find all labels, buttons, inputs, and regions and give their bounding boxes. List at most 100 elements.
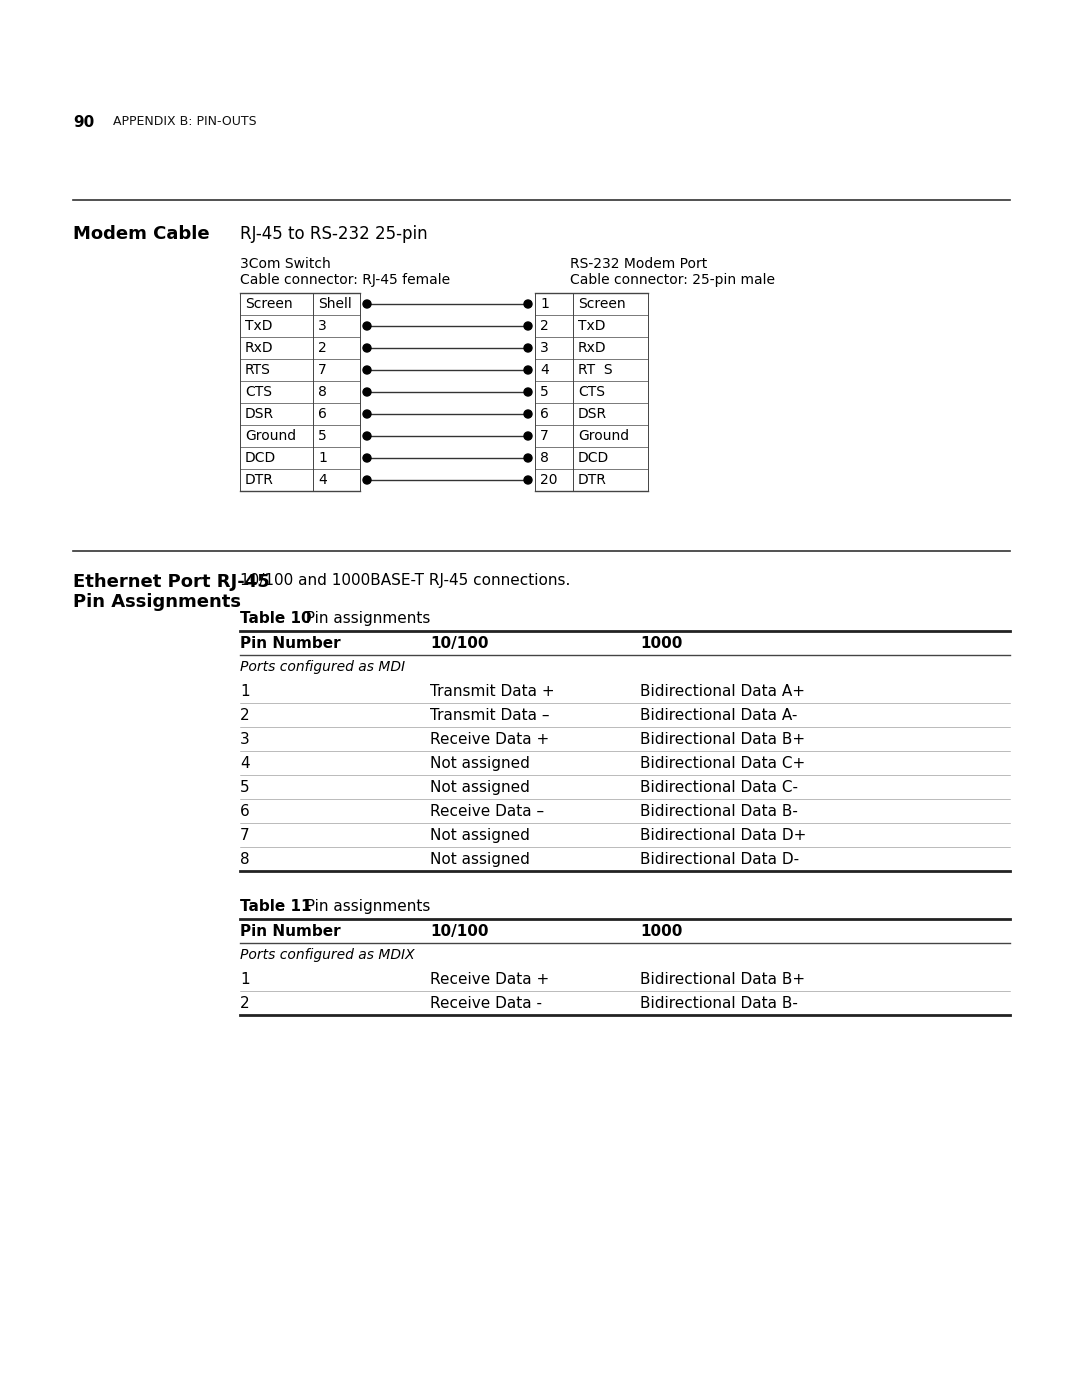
Circle shape — [524, 454, 532, 462]
Text: TxD: TxD — [578, 319, 606, 332]
Circle shape — [363, 366, 372, 374]
Text: Bidirectional Data B-: Bidirectional Data B- — [640, 805, 798, 819]
Text: 6: 6 — [540, 407, 549, 420]
Text: Bidirectional Data D+: Bidirectional Data D+ — [640, 828, 807, 842]
Text: 8: 8 — [318, 386, 327, 400]
Text: 90: 90 — [73, 115, 94, 130]
Circle shape — [363, 454, 372, 462]
Circle shape — [524, 321, 532, 330]
Text: Shell: Shell — [318, 298, 352, 312]
Circle shape — [363, 409, 372, 418]
Text: Receive Data -: Receive Data - — [430, 996, 542, 1011]
Text: TxD: TxD — [245, 319, 272, 332]
Text: Cable connector: 25-pin male: Cable connector: 25-pin male — [570, 272, 775, 286]
Text: 1: 1 — [540, 298, 549, 312]
Text: 2: 2 — [240, 996, 249, 1011]
Text: CTS: CTS — [578, 386, 605, 400]
Text: Bidirectional Data C-: Bidirectional Data C- — [640, 780, 798, 795]
Text: 6: 6 — [318, 407, 327, 420]
Text: Pin assignments: Pin assignments — [296, 900, 430, 914]
Text: Screen: Screen — [578, 298, 625, 312]
Circle shape — [363, 300, 372, 307]
Text: Bidirectional Data B+: Bidirectional Data B+ — [640, 732, 805, 747]
Text: RTS: RTS — [245, 363, 271, 377]
Text: CTS: CTS — [245, 386, 272, 400]
Text: Receive Data +: Receive Data + — [430, 972, 550, 988]
Text: Table 10: Table 10 — [240, 610, 312, 626]
Text: Pin Number: Pin Number — [240, 923, 340, 939]
Text: 1: 1 — [240, 685, 249, 698]
Text: 2: 2 — [540, 319, 549, 332]
Text: Not assigned: Not assigned — [430, 780, 530, 795]
Text: 1000: 1000 — [640, 636, 683, 651]
Text: DCD: DCD — [245, 451, 276, 465]
Circle shape — [363, 388, 372, 395]
Text: 5: 5 — [540, 386, 549, 400]
Text: 3: 3 — [318, 319, 327, 332]
Text: Transmit Data –: Transmit Data – — [430, 708, 550, 724]
Text: Bidirectional Data D-: Bidirectional Data D- — [640, 852, 799, 868]
Text: 10/100: 10/100 — [430, 923, 488, 939]
Text: Bidirectional Data A-: Bidirectional Data A- — [640, 708, 797, 724]
Text: DTR: DTR — [578, 474, 607, 488]
Text: RJ-45 to RS-232 25-pin: RJ-45 to RS-232 25-pin — [240, 225, 428, 243]
Text: Bidirectional Data C+: Bidirectional Data C+ — [640, 756, 806, 771]
Text: 7: 7 — [318, 363, 327, 377]
Text: 4: 4 — [240, 756, 249, 771]
Text: 10/100: 10/100 — [430, 636, 488, 651]
Text: Ports configured as MDI: Ports configured as MDI — [240, 659, 405, 673]
Text: Screen: Screen — [245, 298, 293, 312]
Text: 6: 6 — [240, 805, 249, 819]
Text: DTR: DTR — [245, 474, 274, 488]
Text: DSR: DSR — [578, 407, 607, 420]
Text: Not assigned: Not assigned — [430, 852, 530, 868]
Text: Ground: Ground — [578, 429, 630, 443]
Text: 1000: 1000 — [640, 923, 683, 939]
Circle shape — [363, 321, 372, 330]
Text: Transmit Data +: Transmit Data + — [430, 685, 555, 698]
Circle shape — [524, 409, 532, 418]
Text: Bidirectional Data B-: Bidirectional Data B- — [640, 996, 798, 1011]
Text: Bidirectional Data A+: Bidirectional Data A+ — [640, 685, 805, 698]
Text: 5: 5 — [318, 429, 327, 443]
Circle shape — [524, 476, 532, 483]
Circle shape — [524, 388, 532, 395]
Text: 4: 4 — [318, 474, 327, 488]
Text: APPENDIX B: PIN-OUTS: APPENDIX B: PIN-OUTS — [113, 115, 257, 129]
Text: 7: 7 — [540, 429, 549, 443]
Text: 7: 7 — [240, 828, 249, 842]
Text: Receive Data +: Receive Data + — [430, 732, 550, 747]
Circle shape — [524, 300, 532, 307]
Text: 3: 3 — [240, 732, 249, 747]
Text: 1: 1 — [318, 451, 327, 465]
Text: RS-232 Modem Port: RS-232 Modem Port — [570, 257, 707, 271]
Text: 3: 3 — [540, 341, 549, 355]
Text: 8: 8 — [540, 451, 549, 465]
Circle shape — [524, 432, 532, 440]
Circle shape — [524, 366, 532, 374]
Text: Modem Cable: Modem Cable — [73, 225, 210, 243]
Text: RxD: RxD — [245, 341, 273, 355]
Text: RT  S: RT S — [578, 363, 612, 377]
Text: Pin assignments: Pin assignments — [296, 610, 430, 626]
Circle shape — [524, 344, 532, 352]
Circle shape — [363, 344, 372, 352]
Text: 3Com Switch: 3Com Switch — [240, 257, 330, 271]
Text: DCD: DCD — [578, 451, 609, 465]
Text: DSR: DSR — [245, 407, 274, 420]
Text: 8: 8 — [240, 852, 249, 868]
Text: Receive Data –: Receive Data – — [430, 805, 544, 819]
Text: RxD: RxD — [578, 341, 607, 355]
Text: Pin Assignments: Pin Assignments — [73, 592, 241, 610]
Text: Not assigned: Not assigned — [430, 756, 530, 771]
Text: 10/100 and 1000BASE-T RJ-45 connections.: 10/100 and 1000BASE-T RJ-45 connections. — [240, 573, 570, 588]
Text: 2: 2 — [318, 341, 327, 355]
Text: Bidirectional Data B+: Bidirectional Data B+ — [640, 972, 805, 988]
Text: 4: 4 — [540, 363, 549, 377]
Text: 1: 1 — [240, 972, 249, 988]
Text: Table 11: Table 11 — [240, 900, 311, 914]
Text: Not assigned: Not assigned — [430, 828, 530, 842]
Text: Ground: Ground — [245, 429, 296, 443]
Text: Ports configured as MDIX: Ports configured as MDIX — [240, 949, 415, 963]
Text: Pin Number: Pin Number — [240, 636, 340, 651]
